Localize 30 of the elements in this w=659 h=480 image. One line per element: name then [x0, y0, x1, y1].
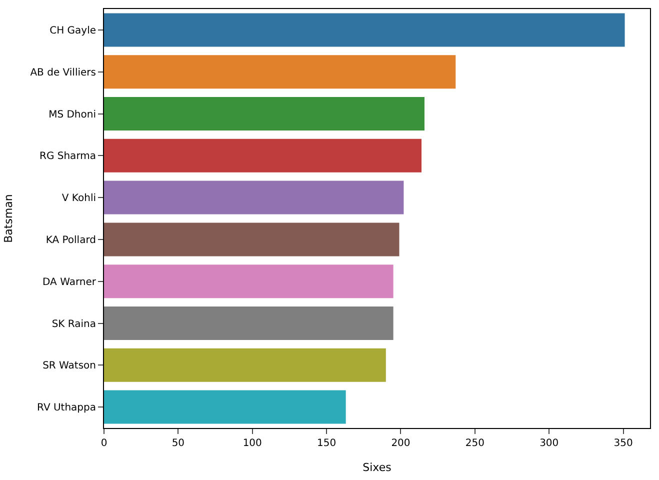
y-tick-label: CH Gayle [50, 25, 96, 36]
bar [104, 96, 424, 131]
bar [104, 348, 386, 382]
y-tick-label: DA Warner [42, 276, 97, 288]
y-tick-label: AB de Villiers [30, 67, 96, 78]
x-tick-label: 300 [540, 438, 559, 449]
x-tick-label: 250 [465, 438, 484, 449]
bar [104, 222, 400, 256]
bar [104, 13, 625, 47]
y-tick-label: V Kohli [62, 193, 96, 204]
bar [104, 180, 404, 214]
bar [104, 55, 456, 89]
y-tick-label: SR Watson [42, 360, 96, 372]
y-tick-label: MS Dhoni [48, 109, 96, 120]
y-tick-label: RV Uthappa [37, 402, 96, 414]
bar [104, 138, 422, 172]
x-tick-label: 0 [100, 438, 108, 449]
y-tick-label: KA Pollard [46, 234, 96, 246]
bar [104, 306, 394, 340]
y-axis-title: Batsman [2, 194, 15, 243]
x-axis-title: Sixes [362, 461, 392, 474]
x-tick-label: 350 [614, 438, 633, 449]
x-tick-label: 50 [172, 438, 185, 449]
x-tick-label: 200 [391, 438, 410, 449]
bar [104, 390, 346, 424]
bar [104, 264, 394, 298]
x-tick-label: 150 [317, 438, 336, 449]
y-tick-label: RG Sharma [40, 151, 96, 162]
y-tick-label: SK Raina [52, 318, 96, 330]
x-tick-label: 100 [242, 438, 262, 449]
